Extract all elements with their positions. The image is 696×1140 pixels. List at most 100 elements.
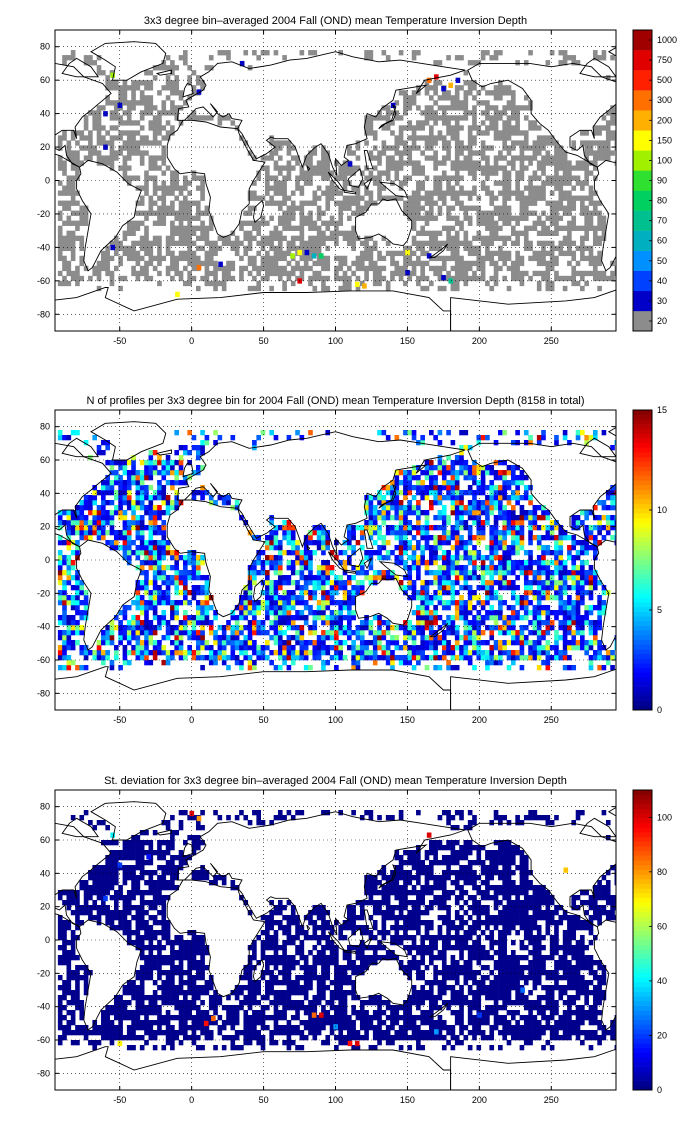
bin-cell xyxy=(165,655,171,661)
bin-cell xyxy=(187,635,192,641)
bin-cell xyxy=(463,445,469,451)
highlight-bin xyxy=(117,102,123,109)
bin-cell xyxy=(299,640,305,646)
bin-cell xyxy=(441,110,447,116)
bin-cell xyxy=(83,60,89,66)
bin-cell xyxy=(79,505,85,511)
bin-cell xyxy=(135,605,141,611)
bin-cell xyxy=(592,225,598,231)
bin-cell xyxy=(191,230,197,236)
bin-cell xyxy=(411,655,417,661)
bin-cell xyxy=(252,225,257,231)
bin-cell xyxy=(277,650,283,656)
bin-cell xyxy=(243,245,249,252)
bin-cell xyxy=(265,220,270,226)
bin-cell xyxy=(144,625,149,631)
bin-cell xyxy=(92,485,98,491)
bin-cell xyxy=(454,575,460,581)
bin-cell xyxy=(329,590,335,596)
highlight-bin xyxy=(311,253,317,259)
bin-cell xyxy=(299,435,305,441)
bin-cell xyxy=(403,150,408,156)
bin-cell xyxy=(265,655,270,661)
bin-cell xyxy=(303,540,309,546)
bin-cell xyxy=(312,620,318,626)
bin-cell xyxy=(329,645,335,651)
bin-cell xyxy=(256,435,261,441)
bin-cell xyxy=(403,140,408,146)
bin-cell xyxy=(338,200,343,206)
bin-cell xyxy=(66,140,72,146)
bin-cell xyxy=(221,650,227,656)
bin-cell xyxy=(62,615,67,621)
bin-cell xyxy=(88,145,93,151)
bin-cell xyxy=(157,495,162,501)
bin-cell xyxy=(62,635,67,641)
bin-cell xyxy=(152,615,158,621)
bin-cell xyxy=(157,255,162,262)
bin-cell xyxy=(118,465,123,471)
bin-cell xyxy=(308,565,313,571)
bin-cell xyxy=(416,200,421,206)
bin-cell xyxy=(316,605,322,611)
bin-cell xyxy=(139,500,145,506)
bin-cell xyxy=(113,510,119,516)
bin-cell xyxy=(157,260,162,267)
bin-cell xyxy=(131,230,136,236)
bin-cell xyxy=(498,615,503,621)
bin-cells xyxy=(57,430,616,671)
bin-cell xyxy=(472,95,477,101)
bin-cell xyxy=(165,505,171,511)
bin-cell xyxy=(183,265,188,272)
bin-cell xyxy=(165,110,171,116)
bin-cell xyxy=(368,130,374,136)
bin-cell xyxy=(416,590,421,596)
bin-cell xyxy=(433,555,438,561)
bin-cell xyxy=(269,245,274,252)
bin-cell xyxy=(493,545,499,551)
bin-cell xyxy=(498,580,503,586)
bin-cell xyxy=(368,655,374,661)
bin-cell xyxy=(316,585,322,591)
bin-cell xyxy=(510,240,516,247)
bin-cell xyxy=(286,530,292,536)
bin-cell xyxy=(411,435,417,441)
bin-cell xyxy=(498,180,503,186)
map-panel-2: -50 0 50 100 150 200 250-80-60-40-20020406080N… xyxy=(37,395,617,725)
bin-cell xyxy=(467,220,473,226)
bin-cell xyxy=(467,445,473,451)
bin-cell xyxy=(459,145,464,151)
bin-cell xyxy=(441,565,447,571)
bin-cell xyxy=(118,245,123,252)
bin-cell xyxy=(437,80,443,86)
colorbar-label: 30 xyxy=(657,296,667,306)
bin-cell xyxy=(502,120,507,126)
bin-cell xyxy=(558,225,564,231)
bin-cell xyxy=(105,160,110,166)
bin-cell xyxy=(403,205,408,211)
bin-cell xyxy=(480,275,486,282)
bin-cell xyxy=(390,145,395,151)
bin-cell xyxy=(144,260,149,267)
bin-cell xyxy=(325,615,331,621)
bin-cell xyxy=(312,595,318,601)
bin-cell xyxy=(480,165,486,171)
bin-cell xyxy=(277,655,283,661)
bin-cell xyxy=(403,255,408,262)
bin-cell xyxy=(575,270,581,277)
bin-cell xyxy=(394,560,400,566)
highlight-bin xyxy=(426,253,432,259)
bin-cell xyxy=(161,105,167,111)
bin-cell xyxy=(493,565,499,571)
bin-cell xyxy=(450,255,456,262)
bin-cell xyxy=(614,130,616,136)
bin-cell xyxy=(480,520,486,526)
bin-cell xyxy=(174,430,180,436)
bin-cell xyxy=(381,630,387,636)
bin-cell xyxy=(126,225,132,231)
bin-cell xyxy=(493,250,499,257)
bin-cell xyxy=(502,625,507,631)
bin-cell xyxy=(571,265,577,272)
bin-cell xyxy=(454,180,460,186)
